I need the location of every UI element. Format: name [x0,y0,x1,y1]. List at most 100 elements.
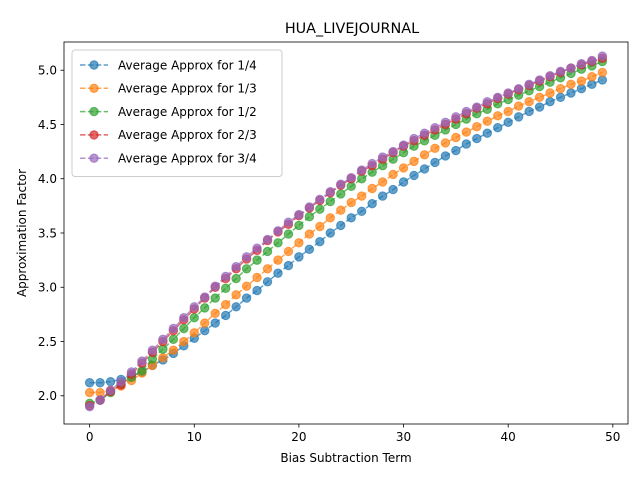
data-point [273,255,283,265]
data-point [315,236,325,247]
data-point [262,246,273,257]
data-point [304,229,315,239]
data-point [357,165,367,175]
data-point [210,281,220,291]
x-tick-label: 20 [291,430,306,444]
data-point [419,150,430,160]
y-tick-label: 2.5 [38,335,57,349]
data-point [273,238,283,248]
data-point [346,213,356,223]
data-point [158,353,168,363]
data-point [241,252,252,262]
data-point [220,310,231,321]
data-point [419,164,430,174]
data-point [472,133,482,144]
data-point [210,293,220,303]
data-point [168,323,179,334]
data-point [503,117,513,128]
chart-title: HUA_LIVEJOURNAL [285,21,419,37]
legend-label: Average Approx for 2/3 [118,128,257,142]
x-tick-label: 50 [605,430,620,444]
data-point [315,194,325,205]
legend-marker [89,106,99,117]
data-point [440,117,451,128]
data-point [84,401,95,412]
data-point [304,212,315,222]
data-point [597,51,608,61]
data-point [231,290,241,300]
data-point [357,191,367,201]
data-point [252,243,262,253]
data-point [283,260,294,271]
data-point [503,106,513,117]
data-point [409,170,419,181]
data-point [545,70,555,81]
data-point [231,261,241,272]
series-group [84,51,608,412]
data-point [262,234,273,245]
data-point [451,112,461,122]
data-point [200,318,210,328]
data-point [283,217,294,227]
data-point [336,189,346,199]
data-point [524,106,534,117]
data-point [168,334,179,345]
data-point [273,268,283,278]
data-point [534,102,545,112]
data-point [220,299,231,310]
legend-label: Average Approx for 1/2 [118,105,257,119]
data-point [367,199,377,209]
data-point [231,273,241,284]
data-point [95,395,105,405]
data-point [158,334,168,345]
data-point [419,128,430,138]
data-point [304,202,315,212]
data-point [472,121,482,132]
data-point [116,376,126,387]
data-point [262,277,273,287]
data-point [398,177,409,187]
data-point [189,328,199,338]
legend-label: Average Approx for 1/3 [118,82,257,96]
data-point [388,146,398,157]
legend-marker [89,130,99,140]
legend-box [71,49,283,177]
data-point [398,163,409,173]
data-point [566,79,576,90]
x-axis-ticks: 0 10 20 30 40 50 [86,424,620,444]
data-point [545,96,555,107]
data-point [315,204,325,214]
data-point [147,345,158,355]
x-tick-label: 0 [86,430,94,444]
x-axis-label: Bias Subtraction Term [280,451,411,465]
data-point [273,226,283,236]
legend-item: Average Approx for 1/4 [80,58,257,72]
data-point [325,213,335,223]
x-tick-label: 40 [501,430,516,444]
data-point [482,116,492,126]
data-point [262,264,273,274]
data-point [493,111,503,121]
data-point [566,63,576,73]
data-point [189,312,199,323]
data-point [325,187,335,197]
data-point [357,206,367,217]
data-point [346,197,356,208]
data-point [524,96,534,107]
data-point [576,59,587,69]
y-tick-label: 2.0 [38,389,57,403]
data-point [398,140,409,150]
data-point [210,318,220,328]
data-point [294,209,304,220]
legend-item: Average Approx for 3/4 [80,152,257,166]
data-point [472,102,482,112]
data-point [482,96,492,107]
data-point [534,75,545,85]
x-tick-label: 30 [396,430,411,444]
y-axis-label: Approximation Factor [15,169,29,297]
data-point [336,205,346,215]
y-tick-label: 4.0 [38,172,57,186]
data-point [461,139,472,149]
data-point [587,72,597,82]
